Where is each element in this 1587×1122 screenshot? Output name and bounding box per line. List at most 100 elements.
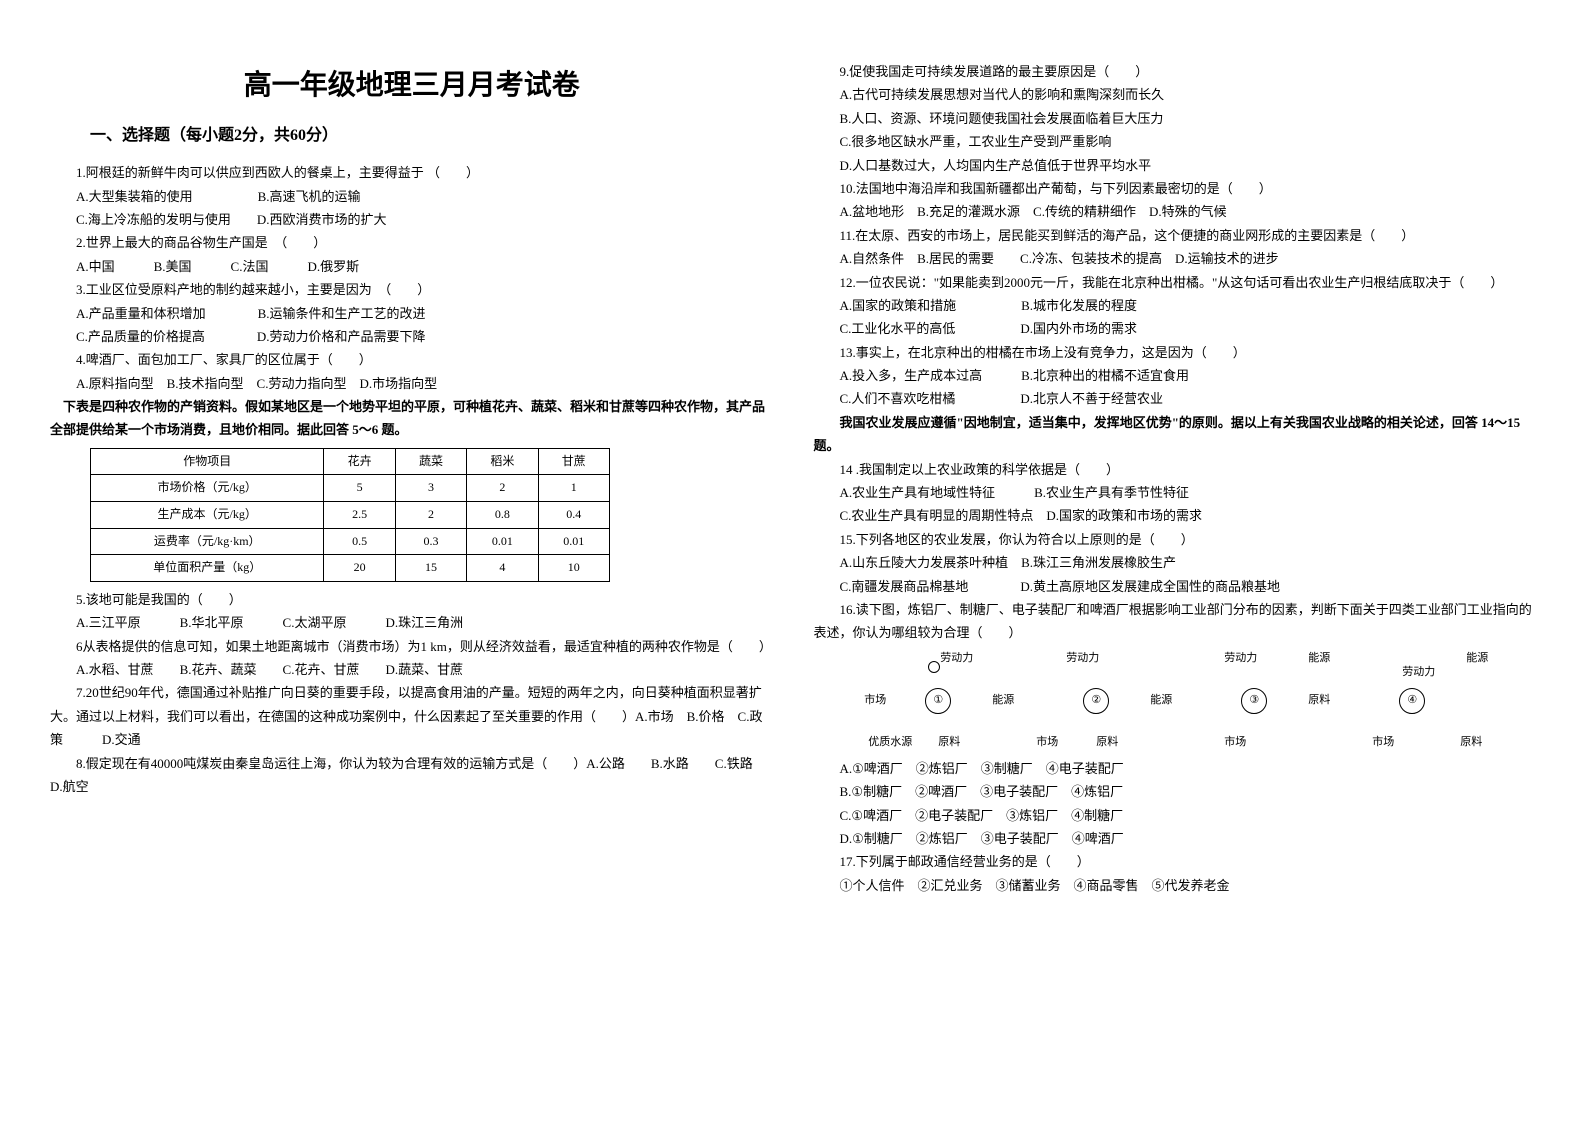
center-node-3: ③: [1241, 688, 1267, 714]
q4: 4.啤酒厂、面包加工厂、家具厂的区位属于（ ）: [50, 348, 774, 371]
q3: 3.工业区位受原料产地的制约越来越小，主要是因为 （ ）: [50, 278, 774, 301]
q17: 17.下列属于邮政通信经营业务的是（ ）: [814, 850, 1538, 873]
q16c: C.①啤酒厂 ②电子装配厂 ③炼铝厂 ④制糖厂: [814, 804, 1538, 827]
lbl-labor: 劳动力: [1224, 649, 1257, 669]
lbl-energy: 能源: [992, 691, 1014, 711]
cell: 0.01: [467, 528, 538, 555]
cell: 0.8: [467, 502, 538, 529]
cell: 0.3: [395, 528, 466, 555]
q14b: C.农业生产具有明显的周期性特点 D.国家的政策和市场的需求: [814, 504, 1538, 527]
q15: 15.下列各地区的农业发展，你认为符合以上原则的是（ ）: [814, 528, 1538, 551]
cell: 0.01: [538, 528, 609, 555]
q6-opts: A.水稻、甘蔗 B.花卉、蔬菜 C.花卉、甘蔗 D.蔬菜、甘蔗: [50, 658, 774, 681]
lbl-raw: 原料: [1096, 733, 1118, 753]
intro-14-15: 我国农业发展应遵循"因地制宜，适当集中，发挥地区优势"的原则。据以上有关我国农业…: [814, 411, 1538, 458]
table-row: 市场价格（元/kg） 5 3 2 1: [91, 475, 610, 502]
q9d: D.人口基数过大，人均国内生产总值低于世界平均水平: [814, 154, 1538, 177]
q12b: C.工业化水平的高低 D.国内外市场的需求: [814, 317, 1538, 340]
q2-opts: A.中国 B.美国 C.法国 D.俄罗斯: [50, 255, 774, 278]
q5-opts: A.三江平原 B.华北平原 C.太湖平原 D.珠江三角洲: [50, 611, 774, 634]
lbl-market: 市场: [1036, 733, 1058, 753]
right-column: 9.促使我国走可持续发展道路的最主要原因是（ ） A.古代可持续发展思想对当代人…: [814, 60, 1538, 1102]
q16: 16.读下图，炼铝厂、制糖厂、电子装配厂和啤酒厂根据影响工业部门分布的因素，判断…: [814, 598, 1538, 645]
q6: 6从表格提供的信息可知，如果土地距离城市（消费市场）为1 km，则从经济效益看，…: [50, 635, 774, 658]
th-rice: 稻米: [467, 448, 538, 475]
lbl-labor: 劳动力: [940, 649, 973, 669]
cell: 5: [324, 475, 395, 502]
diagram-1: ① 劳动力 市场 优质水源 原料 能源: [868, 651, 1008, 751]
q13a: A.投入多，生产成本过高 B.北京种出的柑橘不适宜食用: [814, 364, 1538, 387]
q3-opts-a: A.产品重量和体积增加 B.运输条件和生产工艺的改进: [50, 302, 774, 325]
cell: 0.5: [324, 528, 395, 555]
q15a: A.山东丘陵大力发展茶叶种植 B.珠江三角洲发展橡胶生产: [814, 551, 1538, 574]
q9c: C.很多地区缺水严重，工农业生产受到严重影响: [814, 130, 1538, 153]
intro-5-6: 下表是四种农作物的产销资料。假如某地区是一个地势平坦的平原，可种植花卉、蔬菜、稻…: [50, 395, 774, 442]
q13: 13.事实上，在北京种出的柑橘在市场上没有竞争力，这是因为（ ）: [814, 341, 1538, 364]
q11: 11.在太原、西安的市场上，居民能买到鲜活的海产品，这个便捷的商业网形成的主要因…: [814, 224, 1538, 247]
lbl-raw: 原料: [1308, 691, 1330, 711]
lbl-energy: 能源: [1466, 649, 1488, 669]
q16d: D.①制糖厂 ②炼铝厂 ③电子装配厂 ④啤酒厂: [814, 827, 1538, 850]
cell: 15: [395, 555, 466, 582]
q17-opts: ①个人信件 ②汇兑业务 ③储蓄业务 ④商品零售 ⑤代发养老金: [814, 874, 1538, 897]
q4-opts: A.原料指向型 B.技术指向型 C.劳动力指向型 D.市场指向型: [50, 372, 774, 395]
q1-opts-a: A.大型集装箱的使用 B.高速飞机的运输: [50, 185, 774, 208]
cell: 0.4: [538, 502, 609, 529]
cell: 10: [538, 555, 609, 582]
cell: 运费率（元/kg·km）: [91, 528, 324, 555]
q2: 2.世界上最大的商品谷物生产国是 （ ）: [50, 231, 774, 254]
cell: 市场价格（元/kg）: [91, 475, 324, 502]
cell: 2: [467, 475, 538, 502]
table-row: 作物项目 花卉 蔬菜 稻米 甘蔗: [91, 448, 610, 475]
exam-title: 高一年级地理三月月考试卷: [50, 60, 774, 110]
lbl-water: 优质水源: [868, 733, 912, 753]
q11-opts: A.自然条件 B.居民的需要 C.冷冻、包装技术的提高 D.运输技术的进步: [814, 247, 1538, 270]
cell: 1: [538, 475, 609, 502]
th-flower: 花卉: [324, 448, 395, 475]
table-row: 生产成本（元/kg） 2.5 2 0.8 0.4: [91, 502, 610, 529]
q13b: C.人们不喜欢吃柑橘 D.北京人不善于经营农业: [814, 387, 1538, 410]
q14a: A.农业生产具有地域性特征 B.农业生产具有季节性特征: [814, 481, 1538, 504]
cell: 2: [395, 502, 466, 529]
q5: 5.该地可能是我国的（ ）: [50, 588, 774, 611]
cell: 3: [395, 475, 466, 502]
lbl-energy: 能源: [1308, 649, 1330, 669]
cell: 单位面积产量（kg）: [91, 555, 324, 582]
lbl-market: 市场: [1372, 733, 1394, 753]
q10: 10.法国地中海沿岸和我国新疆都出产葡萄，与下列因素最密切的是（ ）: [814, 177, 1538, 200]
lbl-labor: 劳动力: [1066, 649, 1099, 669]
lbl-raw: 原料: [938, 733, 960, 753]
cell: 2.5: [324, 502, 395, 529]
q8: 8.假定现在有40000吨煤炭由秦皇岛运往上海，你认为较为合理有效的运输方式是（…: [50, 752, 774, 799]
center-node-2: ②: [1083, 688, 1109, 714]
q9b: B.人口、资源、环境问题使我国社会发展面临着巨大压力: [814, 107, 1538, 130]
lbl-market: 市场: [1224, 733, 1246, 753]
diagram-2: ② 劳动力 能源 原料 市场: [1026, 651, 1166, 751]
q10-opts: A.盆地地形 B.充足的灌溉水源 C.传统的精耕细作 D.特殊的气候: [814, 200, 1538, 223]
q12: 12.一位农民说："如果能卖到2000元一斤，我能在北京种出柑橘。"从这句话可看…: [814, 271, 1538, 294]
diagram-4: ④ 能源 劳动力 原料 市场: [1342, 651, 1482, 751]
th-cane: 甘蔗: [538, 448, 609, 475]
lbl-labor: 劳动力: [1402, 663, 1435, 683]
q15b: C.南疆发展商品棉基地 D.黄土高原地区发展建成全国性的商品粮基地: [814, 575, 1538, 598]
small-circle-icon: [928, 661, 940, 673]
cell: 20: [324, 555, 395, 582]
cell: 4: [467, 555, 538, 582]
q16a: A.①啤酒厂 ②炼铝厂 ③制糖厂 ④电子装配厂: [814, 757, 1538, 780]
th-item: 作物项目: [91, 448, 324, 475]
lbl-market: 市场: [864, 691, 886, 711]
center-node-4: ④: [1399, 688, 1425, 714]
q1: 1.阿根廷的新鲜牛肉可以供应到西欧人的餐桌上，主要得益于 （ ）: [50, 161, 774, 184]
lbl-energy: 能源: [1150, 691, 1172, 711]
q12a: A.国家的政策和措施 B.城市化发展的程度: [814, 294, 1538, 317]
q1-opts-b: C.海上冷冻船的发明与使用 D.西欧消费市场的扩大: [50, 208, 774, 231]
q9a: A.古代可持续发展思想对当代人的影响和熏陶深刻而长久: [814, 83, 1538, 106]
table-row: 单位面积产量（kg） 20 15 4 10: [91, 555, 610, 582]
center-node-1: ①: [925, 688, 951, 714]
section-1-heading: 一、选择题（每小题2分，共60分）: [50, 122, 774, 151]
q3-opts-b: C.产品质量的价格提高 D.劳动力价格和产品需要下降: [50, 325, 774, 348]
q7: 7.20世纪90年代，德国通过补贴推广向日葵的重要手段，以提高食用油的产量。短短…: [50, 681, 774, 751]
th-veg: 蔬菜: [395, 448, 466, 475]
q14: 14 .我国制定以上农业政策的科学依据是（ ）: [814, 458, 1538, 481]
table-row: 运费率（元/kg·km） 0.5 0.3 0.01 0.01: [91, 528, 610, 555]
